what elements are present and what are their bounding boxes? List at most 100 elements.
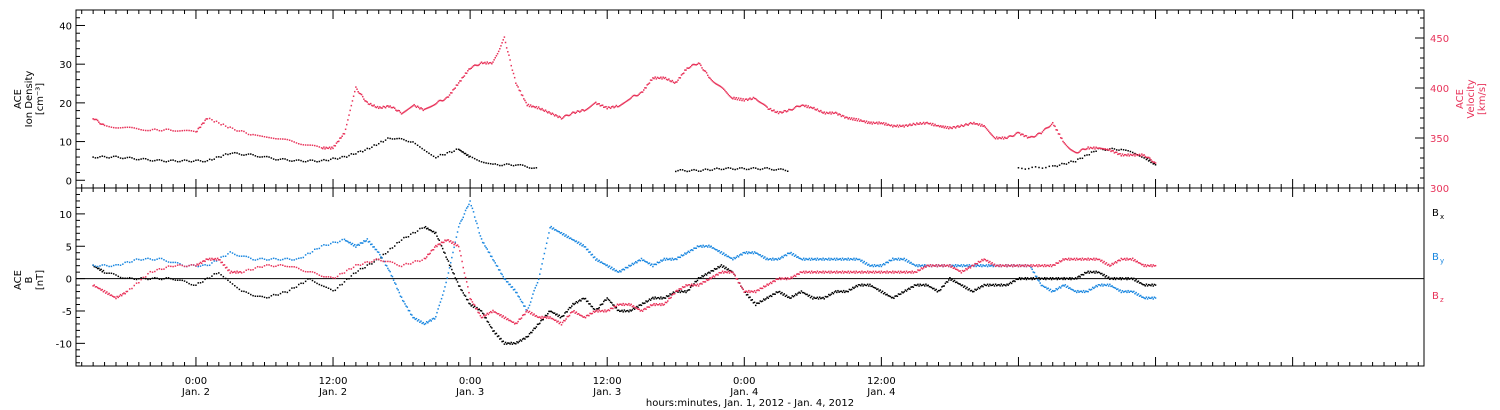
bz-point [1024, 264, 1027, 266]
bx-point [1056, 278, 1059, 281]
by-point [268, 259, 270, 261]
bz-point [1086, 259, 1088, 261]
bz-point [99, 287, 101, 290]
bz-point [163, 268, 165, 270]
bz-point [737, 281, 740, 284]
velocity-point [698, 62, 701, 65]
velocity-point [1144, 155, 1147, 158]
by-point [639, 259, 642, 262]
velocity-point [364, 100, 366, 102]
bx-point [710, 270, 712, 272]
velocity-point [980, 125, 982, 127]
bz-point [314, 271, 316, 274]
bz-point [854, 272, 856, 274]
density-point [183, 159, 186, 161]
velocity-point [637, 94, 639, 97]
bz-point [298, 267, 300, 270]
velocity-point [722, 88, 725, 90]
velocity-point [914, 124, 917, 126]
bx-point [1128, 278, 1131, 280]
bx-point [1139, 282, 1142, 284]
bz-point [629, 304, 631, 307]
density-point [512, 164, 515, 167]
by-point [878, 265, 880, 268]
density-point [460, 149, 462, 152]
bx-point [1015, 278, 1017, 280]
by-point [385, 265, 388, 267]
velocity-point [824, 113, 827, 115]
bz-point [697, 285, 700, 287]
by-point [101, 264, 104, 266]
bz-point [334, 277, 337, 279]
by-point [1078, 291, 1080, 293]
by-point [789, 252, 791, 255]
bx-point [470, 305, 473, 307]
velocity-point [705, 72, 708, 74]
by-point [571, 238, 573, 241]
bz-point [597, 311, 599, 313]
bx-point [509, 343, 511, 345]
by-point [158, 257, 161, 260]
velocity-point [205, 118, 207, 120]
density-point [94, 157, 97, 159]
density-point [304, 160, 307, 163]
bottom-y-title: B [24, 276, 35, 283]
bx-point [838, 291, 840, 293]
bz-point [523, 313, 525, 316]
bz-point [325, 276, 327, 278]
bz-point [881, 271, 884, 274]
bz-point [624, 303, 627, 305]
by-point [1118, 290, 1120, 292]
bz-point [614, 306, 616, 308]
velocity-point [1011, 135, 1014, 138]
velocity-point [328, 146, 331, 149]
bz-point [682, 286, 685, 289]
bx-point [1010, 282, 1013, 285]
bx-point [523, 337, 525, 340]
bz-point [748, 289, 750, 292]
by-point [853, 257, 855, 260]
density-point [396, 137, 398, 140]
velocity-point [495, 55, 498, 57]
bx-point [293, 287, 295, 289]
velocity-point [240, 130, 243, 132]
bx-point [800, 290, 803, 292]
velocity-point [735, 97, 738, 99]
velocity-point [684, 69, 686, 71]
by-point [1048, 289, 1051, 292]
bz-point [684, 286, 686, 288]
density-point [463, 152, 466, 155]
bz-point [569, 312, 572, 314]
bz-point [1007, 264, 1009, 266]
velocity-point [972, 123, 974, 125]
bx-point [1095, 270, 1097, 273]
by-point [981, 265, 983, 268]
bx-point [670, 294, 672, 296]
velocity-point [156, 128, 158, 131]
by-point [887, 261, 889, 264]
velocity-point [234, 129, 236, 131]
bz-point [914, 271, 917, 273]
by-point [473, 216, 476, 218]
bz-point [452, 241, 454, 243]
bx-point [1050, 278, 1053, 281]
by-point [176, 262, 179, 264]
bz-point [516, 322, 518, 325]
density-point [247, 153, 250, 155]
by-point [1120, 291, 1123, 294]
velocity-point [916, 122, 918, 124]
by-point [302, 256, 305, 259]
bz-point [942, 265, 944, 268]
velocity-point [838, 113, 840, 115]
velocity-point [1051, 121, 1054, 124]
bx-point [669, 293, 671, 295]
velocity-point [1055, 129, 1057, 131]
bx-point [108, 272, 110, 274]
bx-point [928, 285, 931, 288]
velocity-point [520, 94, 523, 96]
density-point [364, 149, 366, 151]
by-point [515, 291, 517, 294]
by-point [751, 251, 754, 253]
by-point [1059, 287, 1062, 289]
velocity-point [552, 113, 555, 116]
